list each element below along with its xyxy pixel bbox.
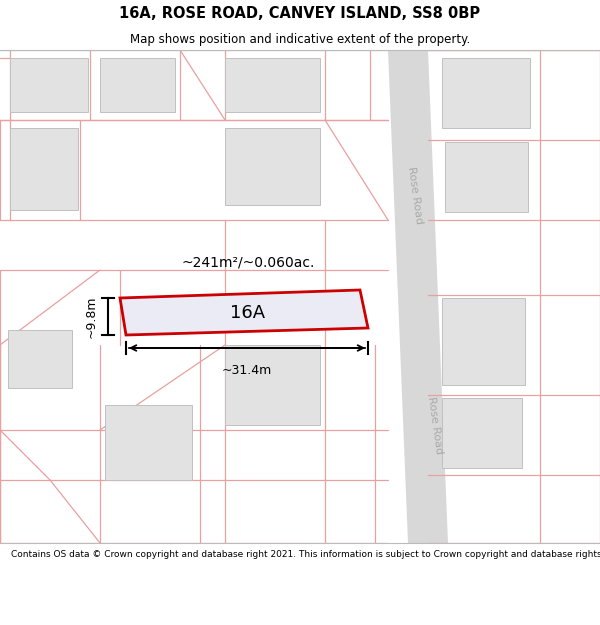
Polygon shape bbox=[445, 142, 528, 212]
Polygon shape bbox=[388, 50, 448, 543]
Text: ~9.8m: ~9.8m bbox=[85, 295, 98, 338]
Text: 16A: 16A bbox=[230, 304, 266, 322]
Polygon shape bbox=[225, 345, 320, 425]
Polygon shape bbox=[10, 58, 88, 112]
Text: ~241m²/~0.060ac.: ~241m²/~0.060ac. bbox=[181, 256, 314, 270]
Text: Map shows position and indicative extent of the property.: Map shows position and indicative extent… bbox=[130, 32, 470, 46]
Text: ~31.4m: ~31.4m bbox=[222, 364, 272, 377]
Polygon shape bbox=[442, 398, 522, 468]
Polygon shape bbox=[442, 298, 525, 385]
Text: Rose Road: Rose Road bbox=[406, 166, 424, 224]
Text: Contains OS data © Crown copyright and database right 2021. This information is : Contains OS data © Crown copyright and d… bbox=[11, 549, 600, 559]
Polygon shape bbox=[225, 58, 320, 112]
Polygon shape bbox=[105, 405, 192, 480]
Polygon shape bbox=[10, 128, 78, 210]
Polygon shape bbox=[120, 290, 368, 335]
Polygon shape bbox=[442, 58, 530, 128]
Polygon shape bbox=[8, 330, 72, 388]
Text: Rose Road: Rose Road bbox=[426, 396, 444, 454]
Polygon shape bbox=[225, 128, 320, 205]
Polygon shape bbox=[100, 58, 175, 112]
Text: 16A, ROSE ROAD, CANVEY ISLAND, SS8 0BP: 16A, ROSE ROAD, CANVEY ISLAND, SS8 0BP bbox=[119, 6, 481, 21]
